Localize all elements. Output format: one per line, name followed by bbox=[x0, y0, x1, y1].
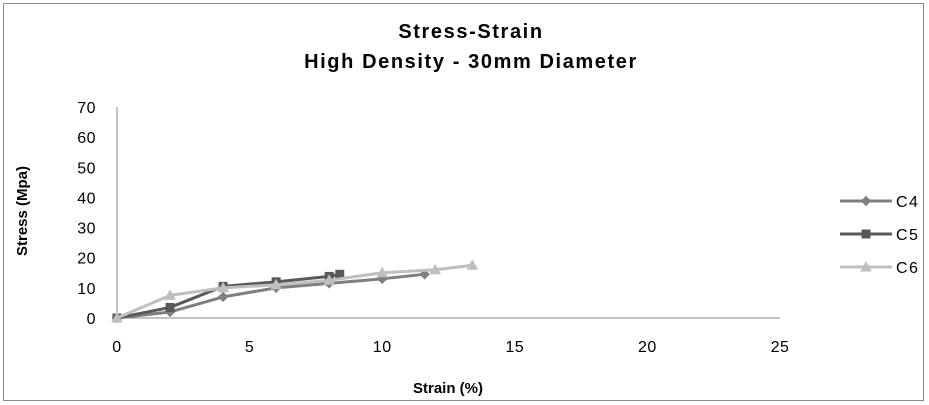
y-tick-label: 20 bbox=[77, 251, 96, 268]
legend-marker bbox=[860, 260, 872, 272]
data-point-c6 bbox=[376, 266, 389, 278]
x-axis-title: Strain (%) bbox=[413, 380, 483, 397]
y-tick-label: 60 bbox=[77, 130, 96, 147]
legend-label: C4 bbox=[896, 194, 919, 211]
y-tick-label: 50 bbox=[77, 160, 96, 177]
data-point-c6 bbox=[217, 281, 229, 293]
legend-item-c4: C4 bbox=[840, 194, 919, 211]
data-point-c6 bbox=[111, 311, 123, 323]
y-tick-label: 40 bbox=[77, 190, 96, 207]
x-tick-label: 20 bbox=[638, 339, 657, 356]
legend-item-c5: C5 bbox=[840, 227, 919, 244]
x-tick-label: 0 bbox=[112, 339, 121, 356]
data-point-c6 bbox=[429, 263, 442, 275]
x-tick-labels: 0 5 10 15 20 25 bbox=[112, 339, 789, 356]
y-tick-label: 10 bbox=[77, 281, 96, 298]
x-tick-label: 5 bbox=[245, 339, 254, 356]
series-line-c6 bbox=[115, 263, 474, 320]
y-tick-label: 70 bbox=[77, 100, 96, 117]
y-tick-label: 0 bbox=[87, 311, 96, 328]
y-tick-label: 30 bbox=[77, 221, 96, 238]
series-c6 bbox=[111, 259, 479, 323]
data-point-c4 bbox=[217, 291, 229, 303]
chart-title: Stress-Strain bbox=[398, 21, 543, 43]
data-point-c6 bbox=[323, 274, 336, 285]
data-point-c6 bbox=[270, 278, 282, 290]
x-tick-label: 25 bbox=[771, 339, 790, 356]
chart-subtitle: High Density - 30mm Diameter bbox=[304, 51, 638, 73]
legend-marker bbox=[861, 229, 871, 239]
legend: C4 C5 C6 bbox=[840, 194, 919, 277]
legend-item-c6: C6 bbox=[840, 260, 919, 277]
data-point-c4 bbox=[419, 269, 430, 280]
x-tick-label: 15 bbox=[505, 339, 524, 356]
series-layer bbox=[111, 259, 479, 324]
data-point-c6 bbox=[466, 259, 479, 270]
legend-label: C6 bbox=[896, 260, 919, 277]
legend-marker bbox=[860, 195, 872, 207]
legend-label: C5 bbox=[896, 227, 919, 244]
series-c4 bbox=[111, 269, 430, 324]
chart-frame bbox=[3, 3, 924, 401]
y-axis-title: Stress (Mpa) bbox=[14, 166, 31, 256]
y-tick-labels: 0 10 20 30 40 50 60 70 bbox=[77, 100, 96, 328]
data-point-c6 bbox=[164, 289, 176, 300]
x-tick-label: 10 bbox=[373, 339, 392, 356]
data-point-c5 bbox=[165, 302, 175, 312]
